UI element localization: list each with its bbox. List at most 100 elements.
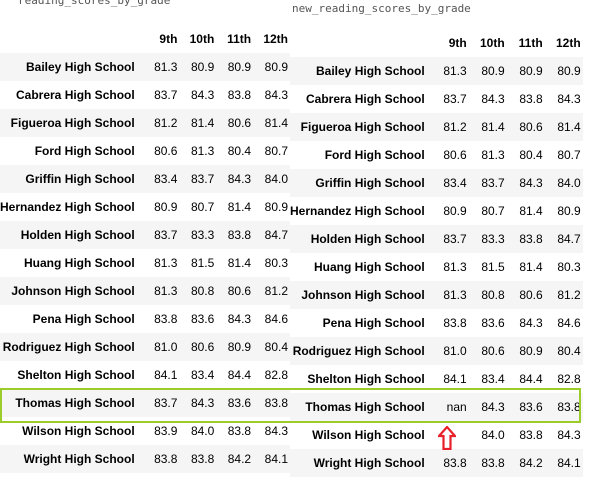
right-table-row: Griffin High School 83.4 83.7 84.3 84.0 <box>290 169 583 197</box>
right-school-name: Wilson High School <box>312 428 425 442</box>
right-score-cell: 81.2 <box>443 120 467 134</box>
right-score-cell: 83.8 <box>481 456 505 470</box>
right-school-name: Figueroa High School <box>300 120 425 134</box>
right-score-cell: 81.4 <box>519 260 543 274</box>
right-column-header: 9th <box>448 36 467 50</box>
left-score-cell: 83.4 <box>190 368 215 382</box>
left-score-cell: 81.3 <box>154 284 178 298</box>
left-table-row: Johnson High School 81.3 80.8 80.6 81.2 <box>0 277 290 305</box>
right-score-cell: 83.6 <box>519 400 543 414</box>
left-score-cell: 84.3 <box>190 88 215 102</box>
right-score-cell: 81.4 <box>481 120 505 134</box>
left-table-row: Wilson High School 83.9 84.0 83.8 84.3 <box>0 417 290 445</box>
right-score-cell: 80.7 <box>557 148 581 162</box>
left-score-cell: 84.3 <box>264 424 288 438</box>
right-score-cell: 80.9 <box>443 204 467 218</box>
left-school-name: Figueroa High School <box>10 116 135 130</box>
left-score-cell: 80.9 <box>154 200 178 214</box>
left-score-cell: 80.9 <box>227 340 252 354</box>
left-score-cell: 80.9 <box>264 60 288 74</box>
right-table-row: Bailey High School 81.3 80.9 80.9 80.9 <box>290 57 583 85</box>
right-variable-name: new_reading_scores_by_grade <box>292 2 471 15</box>
left-dataframe-table: 9th 10th 11th 12th Bailey High School 81.… <box>0 25 290 473</box>
right-dataframe-panel: new_reading_scores_by_grade 9th 10th 11t… <box>290 0 597 481</box>
left-score-cell: 83.9 <box>154 424 178 438</box>
right-table-row: Ford High School 80.6 81.3 80.4 80.7 <box>290 141 583 169</box>
right-table-row: Johnson High School 81.3 80.8 80.6 81.2 <box>290 281 583 309</box>
right-school-name: Hernandez High School <box>290 204 425 218</box>
right-score-cell: 80.6 <box>519 120 543 134</box>
left-score-cell: 83.4 <box>154 172 178 186</box>
left-score-cell: 81.4 <box>227 200 252 214</box>
right-score-cell: 83.8 <box>443 456 467 470</box>
right-score-cell: 83.7 <box>443 232 467 246</box>
left-score-cell: 84.3 <box>190 396 215 410</box>
right-score-cell: 83.7 <box>443 92 467 106</box>
left-school-name: Thomas High School <box>15 396 135 410</box>
left-score-cell: 84.6 <box>264 312 288 326</box>
right-score-cell: 84.6 <box>557 316 581 330</box>
right-score-cell: 83.8 <box>519 92 543 106</box>
left-score-cell: 80.6 <box>190 340 215 354</box>
right-score-cell: 84.3 <box>481 400 505 414</box>
right-school-name: Cabrera High School <box>306 92 425 106</box>
right-score-cell: 84.3 <box>481 92 505 106</box>
left-table-row: Bailey High School 81.3 80.9 80.9 80.9 <box>0 53 290 81</box>
left-score-cell: 83.7 <box>154 228 178 242</box>
right-score-cell: 80.9 <box>519 344 543 358</box>
right-score-cell: 80.9 <box>557 204 581 218</box>
left-score-cell: 84.0 <box>190 424 215 438</box>
left-school-name: Shelton High School <box>17 368 135 382</box>
right-score-cell: 84.0 <box>481 428 505 442</box>
left-score-cell: 84.7 <box>264 228 288 242</box>
right-school-name: Griffin High School <box>315 176 425 190</box>
right-score-cell: 83.8 <box>443 316 467 330</box>
right-score-cell: 80.3 <box>557 260 581 274</box>
left-score-cell: 80.8 <box>190 284 215 298</box>
right-table-row: Rodriguez High School 81.0 80.6 80.9 80.4 <box>290 337 583 365</box>
left-column-header: 10th <box>189 32 215 46</box>
right-table-row: Wilson High School 84.0 83.8 84.3 <box>290 421 583 449</box>
right-table-row: Figueroa High School 81.2 81.4 80.6 81.4 <box>290 113 583 141</box>
left-table-row: Wright High School 83.8 83.8 84.2 84.1 <box>0 445 290 473</box>
left-school-name: Wilson High School <box>22 424 135 438</box>
right-score-cell: 81.3 <box>481 148 505 162</box>
right-table-row: Huang High School 81.3 81.5 81.4 80.3 <box>290 253 583 281</box>
right-score-cell: 84.0 <box>557 176 581 190</box>
left-score-cell: 80.9 <box>227 60 252 74</box>
right-score-cell: 80.9 <box>519 64 543 78</box>
right-table-row: Shelton High School 84.1 83.4 84.4 82.8 <box>290 365 583 393</box>
left-table-row: Hernandez High School 80.9 80.7 81.4 80.9 <box>0 193 290 221</box>
right-score-cell: 81.4 <box>557 120 581 134</box>
right-score-cell: 84.3 <box>519 176 543 190</box>
right-school-name: Holden High School <box>310 232 425 246</box>
right-score-cell: 84.7 <box>557 232 581 246</box>
right-score-cell: 83.8 <box>519 232 543 246</box>
left-school-name: Pena High School <box>32 312 135 326</box>
left-column-header: 12th <box>263 32 288 46</box>
right-score-cell: 84.1 <box>443 372 467 386</box>
left-table-row: Griffin High School 83.4 83.7 84.3 84.0 <box>0 165 290 193</box>
right-column-header: 11th <box>518 36 543 50</box>
left-column-header: 9th <box>159 32 178 46</box>
left-score-cell: 83.7 <box>190 172 215 186</box>
right-index-header <box>290 29 431 57</box>
right-score-cell: 81.3 <box>443 64 467 78</box>
right-score-cell: 81.3 <box>443 288 467 302</box>
left-score-cell: 80.3 <box>264 256 288 270</box>
right-score-cell: 80.6 <box>481 344 505 358</box>
left-dataframe-panel: reading_scores_by_grade 9th 10th 11th 12… <box>0 0 290 481</box>
left-table-row: Huang High School 81.3 81.5 81.4 80.3 <box>0 249 290 277</box>
left-header-row: 9th 10th 11th 12th <box>0 25 290 53</box>
right-score-cell: 81.2 <box>557 288 581 302</box>
left-school-name: Hernandez High School <box>0 200 135 214</box>
right-score-cell: 84.1 <box>557 456 581 470</box>
right-score-cell: 83.4 <box>481 372 505 386</box>
left-score-cell: 81.4 <box>227 256 252 270</box>
right-school-name: Johnson High School <box>301 288 425 302</box>
right-score-cell: 84.3 <box>557 428 581 442</box>
left-score-cell: 83.7 <box>154 396 178 410</box>
right-score-cell: 80.6 <box>519 288 543 302</box>
left-score-cell: 84.0 <box>264 172 288 186</box>
right-score-cell: 84.2 <box>519 456 543 470</box>
